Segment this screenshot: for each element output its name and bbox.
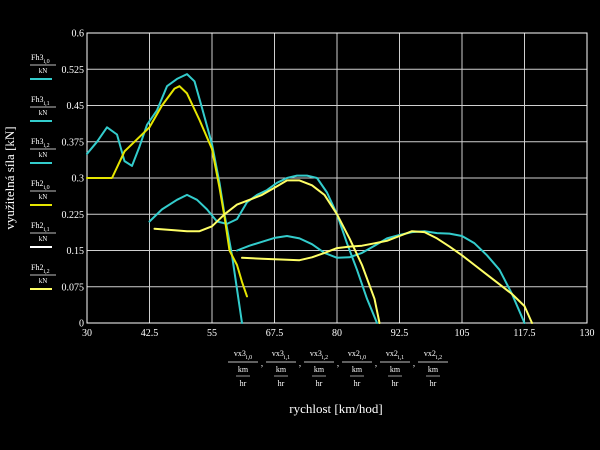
y-tick-label: 0	[79, 319, 84, 330]
x-expression-index: i,0	[246, 355, 252, 361]
x-expression-unit-bottom: hr	[430, 379, 437, 388]
x-expression: vx3i,0 km hr,	[228, 349, 263, 388]
y-expression-denominator: kN	[39, 151, 48, 159]
y-expression-denominator: kN	[39, 67, 48, 75]
y-expression-index: i,0	[43, 185, 49, 191]
y-tick-label: 0.525	[62, 65, 85, 76]
y-expression: Fh3i,0 kN	[30, 53, 56, 80]
x-expression-numerator: vx2i,1	[386, 349, 404, 361]
x-tick-label: 30	[82, 328, 92, 339]
y-expression-numerator: Fh3i,1	[31, 95, 50, 107]
x-axis-label: rychlost [km/hod]	[289, 401, 383, 416]
expression-separator: ,	[337, 358, 339, 368]
x-expression-index: i,1	[284, 355, 290, 361]
x-expression: vx3i,2 km hr,	[304, 349, 339, 388]
y-tick-label: 0.6	[72, 29, 85, 40]
x-expression: vx2i,2 km hr	[418, 349, 448, 388]
y-expression-denominator: kN	[39, 235, 48, 243]
x-tick-label: 55	[207, 328, 217, 339]
x-expression-numerator: vx3i,1	[272, 349, 290, 361]
series-layer	[86, 73, 533, 324]
y-legend: Fh3i,0 kN Fh3i,1 kN Fh3i,2 kN Fh2i,0 kN Fh2i,1 kN…	[30, 53, 56, 290]
x-expression-unit-top: km	[352, 365, 363, 374]
y-axis-label: využitelná síla [kN]	[2, 126, 17, 229]
x-expression-unit-bottom: hr	[354, 379, 361, 388]
series-line	[148, 174, 378, 324]
x-expression: vx3i,1 km hr,	[266, 349, 301, 388]
series-line	[86, 73, 243, 324]
series-line	[86, 85, 248, 298]
y-expression-index: i,1	[43, 227, 49, 233]
y-expression-numerator: Fh2i,0	[31, 179, 50, 191]
series-line	[153, 179, 381, 324]
y-expression: Fh3i,2 kN	[30, 137, 56, 164]
y-tick-label: 0.45	[67, 101, 85, 112]
x-expression: vx2i,0 km hr,	[342, 349, 377, 388]
x-tick-label: 80	[332, 328, 342, 339]
x-tick-label: 92.5	[391, 328, 409, 339]
y-tick-label: 0.3	[72, 174, 85, 185]
x-expression-index: i,1	[398, 355, 404, 361]
x-expression-index: i,0	[360, 355, 366, 361]
y-expression-index: i,1	[43, 101, 49, 107]
y-expression: Fh2i,1 kN	[30, 221, 56, 248]
x-expression-unit-bottom: hr	[316, 379, 323, 388]
y-expression-denominator: kN	[39, 109, 48, 117]
series-line	[236, 230, 526, 324]
expression-separator: ,	[413, 358, 415, 368]
x-expression-index: i,2	[322, 355, 328, 361]
x-expression-unit-top: km	[428, 365, 439, 374]
expression-separator: ,	[299, 358, 301, 368]
series-line	[241, 230, 533, 324]
tick-labels: 30 42.5 55 67.5 80 92.5 105 117.5 130 0 0.075 0.15 0…	[62, 29, 595, 340]
x-expressions: vx3i,0 km hr, vx3i,1 km hr, vx3i,2 km hr, vx2i,0 k…	[228, 349, 448, 388]
grid-lines	[86, 32, 588, 324]
x-tick-label: 67.5	[266, 328, 284, 339]
y-expression-denominator: kN	[39, 277, 48, 285]
y-expression-index: i,0	[43, 59, 49, 65]
y-tick-label: 0.15	[67, 246, 85, 257]
expression-separator: ,	[375, 358, 377, 368]
x-expression-unit-top: km	[390, 365, 401, 374]
y-tick-label: 0.075	[62, 282, 85, 293]
x-expression: vx2i,1 km hr,	[380, 349, 415, 388]
x-expression-unit-top: km	[238, 365, 249, 374]
x-expression-unit-bottom: hr	[392, 379, 399, 388]
x-tick-label: 42.5	[141, 328, 159, 339]
y-expression: Fh2i,2 kN	[30, 263, 56, 290]
y-expression-numerator: Fh3i,0	[31, 53, 50, 65]
x-tick-label: 117.5	[513, 328, 535, 339]
expression-separator: ,	[261, 358, 263, 368]
y-expression-denominator: kN	[39, 193, 48, 201]
y-expression-numerator: Fh2i,2	[31, 263, 50, 275]
y-expression-index: i,2	[43, 143, 49, 149]
x-expression-index: i,2	[436, 355, 442, 361]
y-tick-label: 0.225	[62, 210, 85, 221]
y-expression-numerator: Fh3i,2	[31, 137, 50, 149]
x-tick-label: 105	[455, 328, 470, 339]
x-expression-unit-top: km	[276, 365, 287, 374]
y-expression: Fh3i,1 kN	[30, 95, 56, 122]
x-expression-numerator: vx3i,2	[310, 349, 328, 361]
y-expression: Fh2i,0 kN	[30, 179, 56, 206]
x-expression-unit-bottom: hr	[278, 379, 285, 388]
y-expression-numerator: Fh2i,1	[31, 221, 50, 233]
x-tick-label: 130	[580, 328, 595, 339]
y-expression-index: i,2	[43, 269, 49, 275]
x-expression-unit-top: km	[314, 365, 325, 374]
x-expression-numerator: vx2i,2	[424, 349, 442, 361]
x-expression-numerator: vx3i,0	[234, 349, 252, 361]
y-tick-label: 0.375	[62, 137, 85, 148]
x-expression-numerator: vx2i,0	[348, 349, 366, 361]
x-expression-unit-bottom: hr	[240, 379, 247, 388]
